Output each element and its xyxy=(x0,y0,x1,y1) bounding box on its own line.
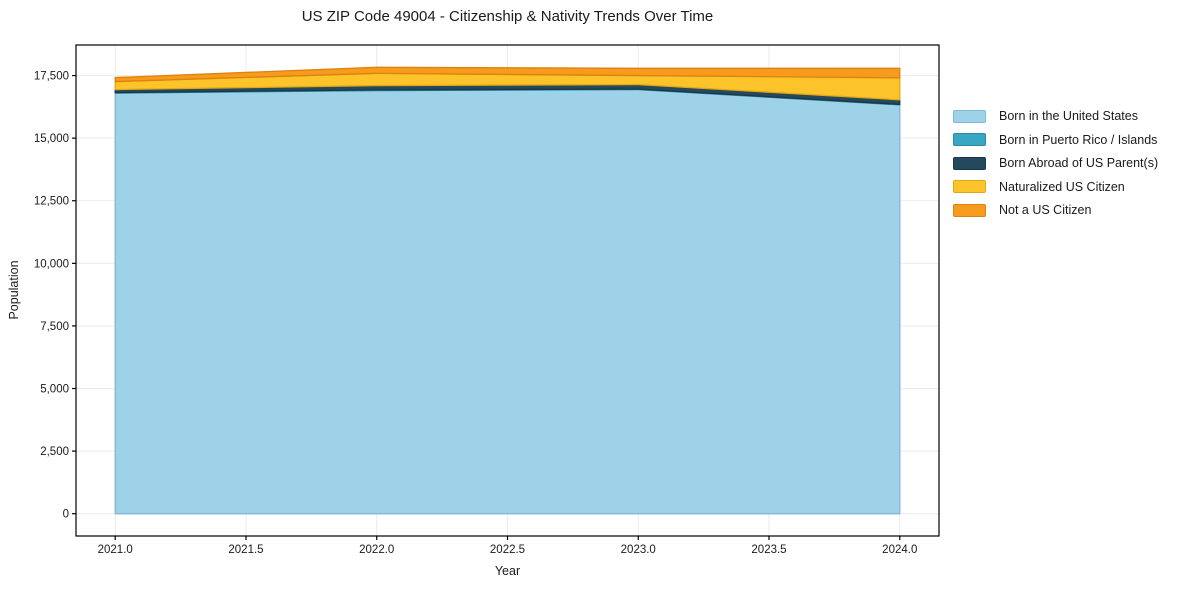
axis-ticks: 0 2,500 5,000 7,500 10,000 12,500 15,000 17,500… xyxy=(34,71,918,556)
legend-label: Not a US Citizen xyxy=(999,203,1092,217)
legend-label: Born in Puerto Rico / Islands xyxy=(999,132,1158,147)
legend-item-not-a-us-citizen: Not a US Citizen xyxy=(953,203,1158,217)
y-axis-title: Population xyxy=(7,260,21,320)
legend-label: Naturalized US Citizen xyxy=(999,179,1125,194)
legend-item-born-abroad-of-us-parent-s: Born Abroad of US Parent(s) xyxy=(953,156,1158,170)
legend-label: Born in the United States xyxy=(999,109,1138,123)
x-tick-label: 2023.0 xyxy=(621,544,656,556)
legend-swatch-icon xyxy=(953,133,986,146)
legend-item-born-in-puerto-rico-islands: Born in Puerto Rico / Islands xyxy=(953,133,1158,147)
legend-swatch-icon xyxy=(953,156,986,170)
y-tick-label: 17,500 xyxy=(34,71,69,83)
area-series-not-a-us-citizen xyxy=(114,66,901,83)
legend-item-naturalized-us-citizen: Naturalized US Citizen xyxy=(953,180,1158,194)
x-tick-label: 2022.0 xyxy=(359,544,394,556)
x-tick-label: 2024.0 xyxy=(882,544,917,556)
y-tick-label: 5,000 xyxy=(40,384,69,396)
legend-swatch-icon xyxy=(953,203,986,217)
x-tick-label: 2022.5 xyxy=(490,544,525,556)
y-tick-label: 0 xyxy=(63,509,69,521)
x-tick-label: 2023.5 xyxy=(751,544,786,556)
legend-label: Born Abroad of US Parent(s) xyxy=(999,156,1159,170)
x-tick-label: 2021.0 xyxy=(98,544,133,556)
legend-swatch-icon xyxy=(953,180,986,193)
chart-title: US ZIP Code 49004 - Citizenship & Nativi… xyxy=(301,8,714,25)
x-axis-title: Year xyxy=(494,564,521,578)
x-tick-label: 2021.5 xyxy=(228,544,263,556)
y-tick-label: 7,500 xyxy=(40,321,69,333)
legend-swatch-icon xyxy=(953,109,986,123)
area-series-born-in-the-united-states xyxy=(114,88,901,515)
y-tick-label: 2,500 xyxy=(40,446,69,458)
y-tick-label: 15,000 xyxy=(34,133,69,145)
y-tick-label: 12,500 xyxy=(34,196,69,208)
stacked-areas xyxy=(114,66,901,515)
legend: Born in the United States Born in Puerto … xyxy=(953,109,1158,227)
legend-item-born-in-the-united-states: Born in the United States xyxy=(953,109,1158,123)
y-tick-label: 10,000 xyxy=(34,258,69,270)
